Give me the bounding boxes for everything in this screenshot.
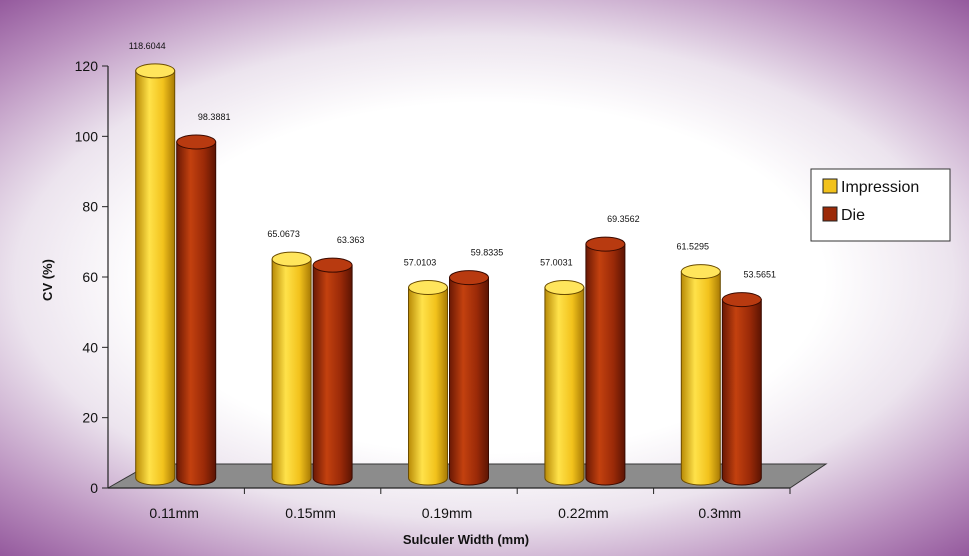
y-axis-label: CV (%) [40,259,55,301]
y-tick-label: 80 [82,199,98,215]
bar-die-0.11mm [176,134,217,486]
bar-body [585,243,626,486]
bar-body [176,141,217,486]
bar-die-0.15mm [312,257,353,486]
x-tick-label: 0.11mm [149,505,199,521]
bar-body [312,264,353,486]
y-tick-label: 20 [82,410,98,426]
bar-die-0.19mm [449,270,489,486]
bar-die-0.22mm [585,236,626,486]
bar-body [721,299,762,486]
data-label: 53.5651 [744,270,777,280]
data-label: 69.3562 [607,214,640,224]
data-label: 57.0103 [404,258,437,268]
y-tick-label: 100 [75,128,99,144]
data-label: 118.6044 [129,41,166,51]
bar-body [449,277,489,486]
legend: Impression Die [810,168,951,242]
bar-body [135,70,176,486]
bar-top-cap [680,264,721,280]
bar-top-cap [408,280,448,296]
data-label: 57.0031 [540,258,573,268]
data-label: 65.0673 [267,229,300,239]
bar-die-0.3mm [721,292,762,486]
bar-top-cap [585,236,626,252]
x-axis-label: Sulculer Width (mm) [403,532,529,547]
bar-top-cap [271,251,312,267]
x-tick-label: 0.19mm [422,505,473,521]
y-tick-label: 40 [82,339,98,355]
x-tick-label: 0.15mm [285,505,336,521]
bar-top-cap [721,292,762,308]
bar-impression-0.3mm [680,264,721,486]
data-label: 59.8335 [471,248,504,258]
data-label: 61.5295 [677,242,710,252]
y-tick-label: 120 [75,58,99,74]
bar-top-cap [176,134,217,150]
bar-top-cap [544,280,585,296]
bar-body [408,287,448,486]
data-label: 98.3881 [198,112,231,122]
bar-body [271,258,312,486]
bar-impression-0.15mm [271,251,312,486]
bar-top-cap [135,63,176,79]
legend-label-impression: Impression [841,179,919,196]
legend-swatch-die [822,206,838,222]
bar-top-cap [312,257,353,273]
legend-swatch-impression [822,178,838,194]
bar-top-cap [449,270,489,286]
bar-impression-0.11mm [135,63,176,486]
x-tick-label: 0.22mm [558,505,609,521]
y-tick-label: 0 [90,480,98,496]
data-label: 63.363 [337,235,365,245]
bar-body [544,287,585,486]
bar-impression-0.19mm [408,280,448,486]
x-tick-label: 0.3mm [698,505,741,521]
legend-label-die: Die [841,207,865,224]
bar-impression-0.22mm [544,280,585,486]
bar-body [680,271,721,486]
y-tick-label: 60 [82,269,98,285]
